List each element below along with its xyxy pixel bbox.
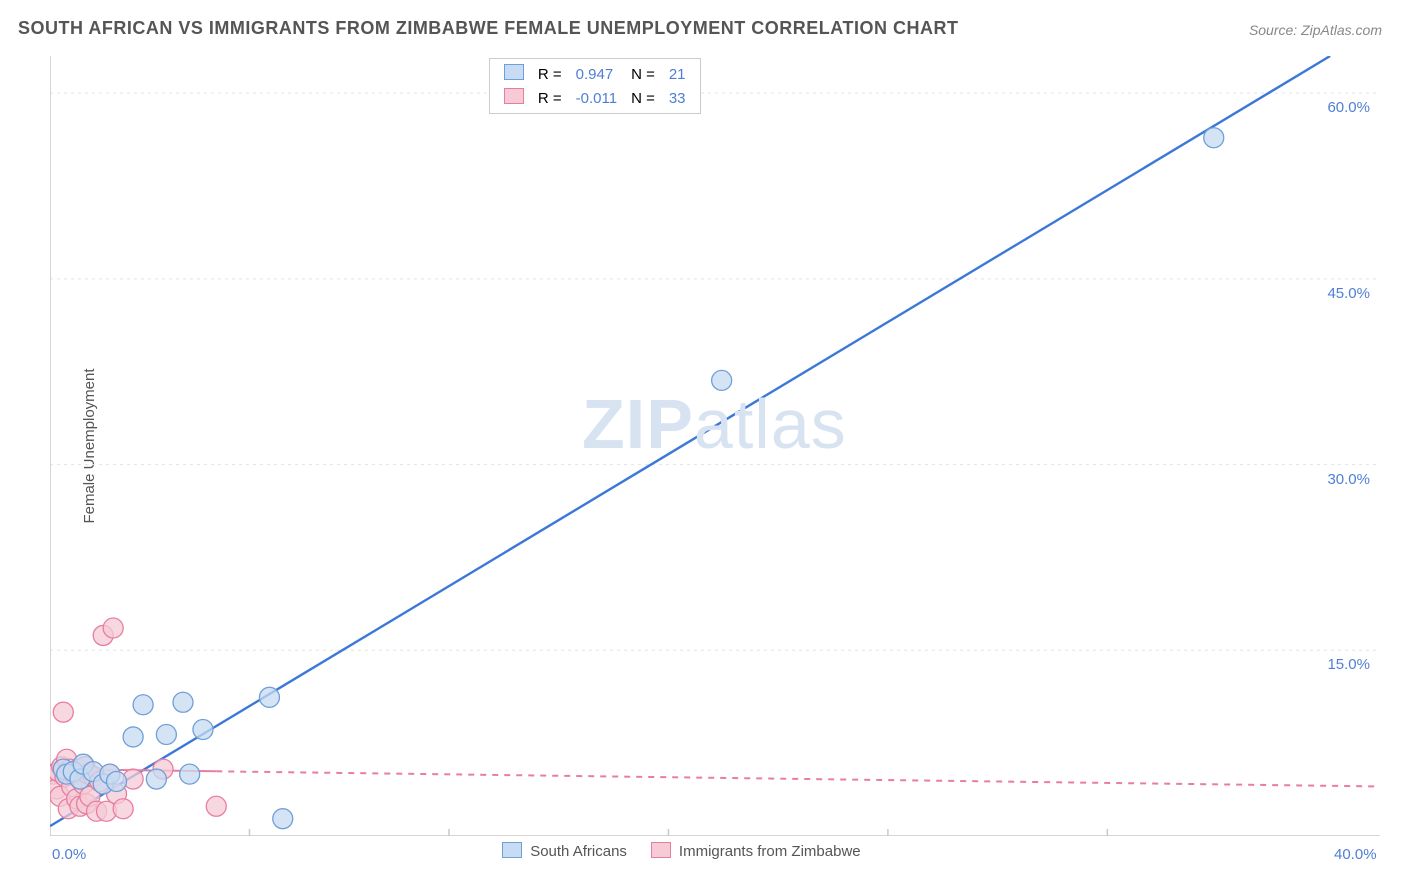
scatter-plot-svg xyxy=(50,56,1380,836)
series-legend: South Africans Immigrants from Zimbabwe xyxy=(502,842,860,860)
chart-title: SOUTH AFRICAN VS IMMIGRANTS FROM ZIMBABW… xyxy=(18,18,958,39)
legend-item-series-1: South Africans xyxy=(502,842,627,860)
series-1-r-value: 0.947 xyxy=(570,63,623,85)
y-tick-label: 45.0% xyxy=(1310,285,1370,302)
plot-area xyxy=(50,56,1380,836)
series-1-n-value: 21 xyxy=(663,63,692,85)
correlation-legend: R = 0.947 N = 21 R = -0.011 N = 33 xyxy=(489,58,701,114)
n-label: N = xyxy=(625,63,661,85)
n-label: N = xyxy=(625,87,661,109)
series-2-swatch xyxy=(504,88,524,104)
y-tick-label: 30.0% xyxy=(1310,471,1370,488)
r-label: R = xyxy=(532,87,568,109)
series-1-name: South Africans xyxy=(530,843,627,860)
series-2-n-value: 33 xyxy=(663,87,692,109)
r-label: R = xyxy=(532,63,568,85)
y-tick-label: 60.0% xyxy=(1310,99,1370,116)
correlation-row-series-1: R = 0.947 N = 21 xyxy=(498,63,692,85)
chart-container: { "title": "SOUTH AFRICAN VS IMMIGRANTS … xyxy=(0,0,1406,892)
correlation-table: R = 0.947 N = 21 R = -0.011 N = 33 xyxy=(496,61,694,111)
series-2-swatch xyxy=(651,842,671,858)
x-tick-label: 40.0% xyxy=(1334,846,1377,863)
x-tick-label: 0.0% xyxy=(52,846,86,863)
series-1-swatch xyxy=(504,64,524,80)
series-2-r-value: -0.011 xyxy=(570,87,623,109)
series-2-name: Immigrants from Zimbabwe xyxy=(679,843,861,860)
source-attribution: Source: ZipAtlas.com xyxy=(1249,22,1382,38)
correlation-row-series-2: R = -0.011 N = 33 xyxy=(498,87,692,109)
legend-item-series-2: Immigrants from Zimbabwe xyxy=(651,842,861,860)
series-1-swatch xyxy=(502,842,522,858)
y-tick-label: 15.0% xyxy=(1310,656,1370,673)
